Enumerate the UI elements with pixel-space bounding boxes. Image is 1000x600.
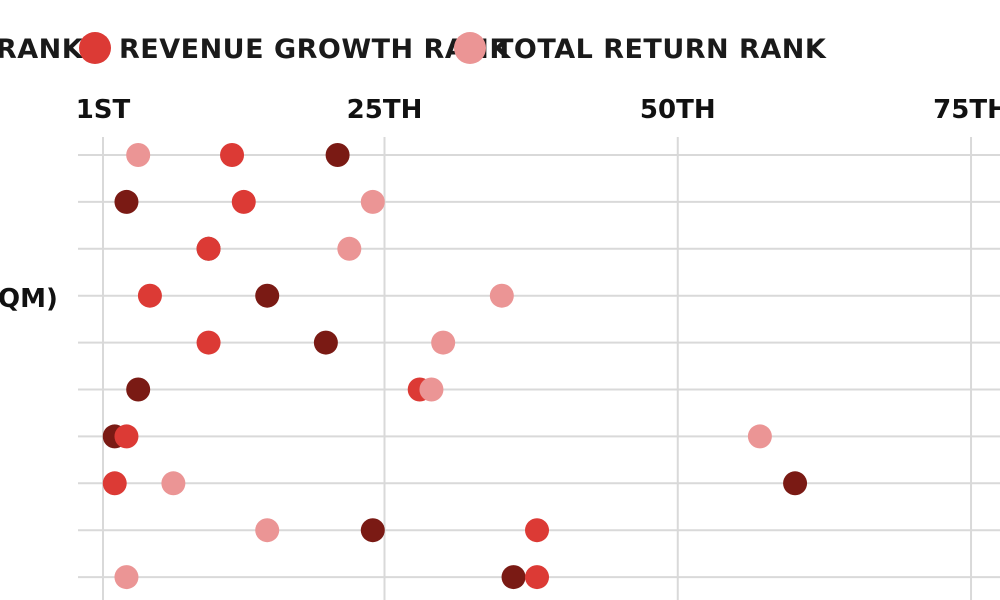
dot-revenue-growth-rank (196, 236, 221, 261)
legend-label-rank: RANK (0, 34, 84, 65)
dot-margin-rank (501, 565, 526, 590)
dot-total-return-rank (126, 143, 151, 167)
dot-revenue-growth-rank (137, 283, 162, 308)
dot-total-return-rank (337, 236, 362, 261)
dot-revenue-growth-rank (525, 565, 550, 590)
dot-revenue-growth-rank (525, 518, 550, 543)
legend-swatch-total-return-rank (454, 32, 486, 64)
dot-total-return-rank (747, 424, 772, 449)
grid-layer (78, 137, 1000, 600)
dot-revenue-growth-rank (114, 424, 139, 449)
x-tick-label: 75TH (933, 95, 1000, 125)
dot-total-return-rank (255, 518, 280, 543)
legend-swatch-revenue-growth-rank (79, 32, 111, 64)
dot-total-return-rank (114, 565, 139, 590)
dot-total-return-rank (431, 330, 456, 355)
dot-total-return-rank (489, 283, 514, 308)
dot-margin-rank (255, 283, 280, 308)
dot-revenue-growth-rank (102, 471, 127, 496)
dot-margin-rank (360, 518, 385, 543)
dot-total-return-rank (360, 189, 385, 214)
legend-label-total-return-rank: TOTAL RETURN RANK (495, 34, 827, 65)
x-tick-label: 25TH (347, 95, 423, 125)
dot-margin-rank (325, 143, 350, 167)
dot-revenue-growth-rank (220, 143, 245, 167)
dot-margin-rank (783, 471, 808, 496)
dot-margin-rank (313, 330, 338, 355)
row-label-fragment: QM) (0, 284, 58, 314)
dot-revenue-growth-rank (231, 189, 256, 214)
dot-margin-rank (126, 377, 151, 402)
x-tick-label: 50TH (640, 95, 716, 125)
data-points (102, 143, 808, 590)
dot-revenue-growth-rank (196, 330, 221, 355)
legend: RANK REVENUE GROWTH RANK TOTAL RETURN RA… (0, 32, 827, 65)
legend-label-revenue-growth-rank: REVENUE GROWTH RANK (119, 34, 511, 65)
dot-margin-rank (114, 189, 139, 214)
dot-total-return-rank (161, 471, 186, 496)
dot-total-return-rank (419, 377, 444, 402)
x-axis-ticks: 1ST 25TH 50TH 75TH (76, 95, 1000, 125)
x-tick-label: 1ST (76, 95, 131, 125)
